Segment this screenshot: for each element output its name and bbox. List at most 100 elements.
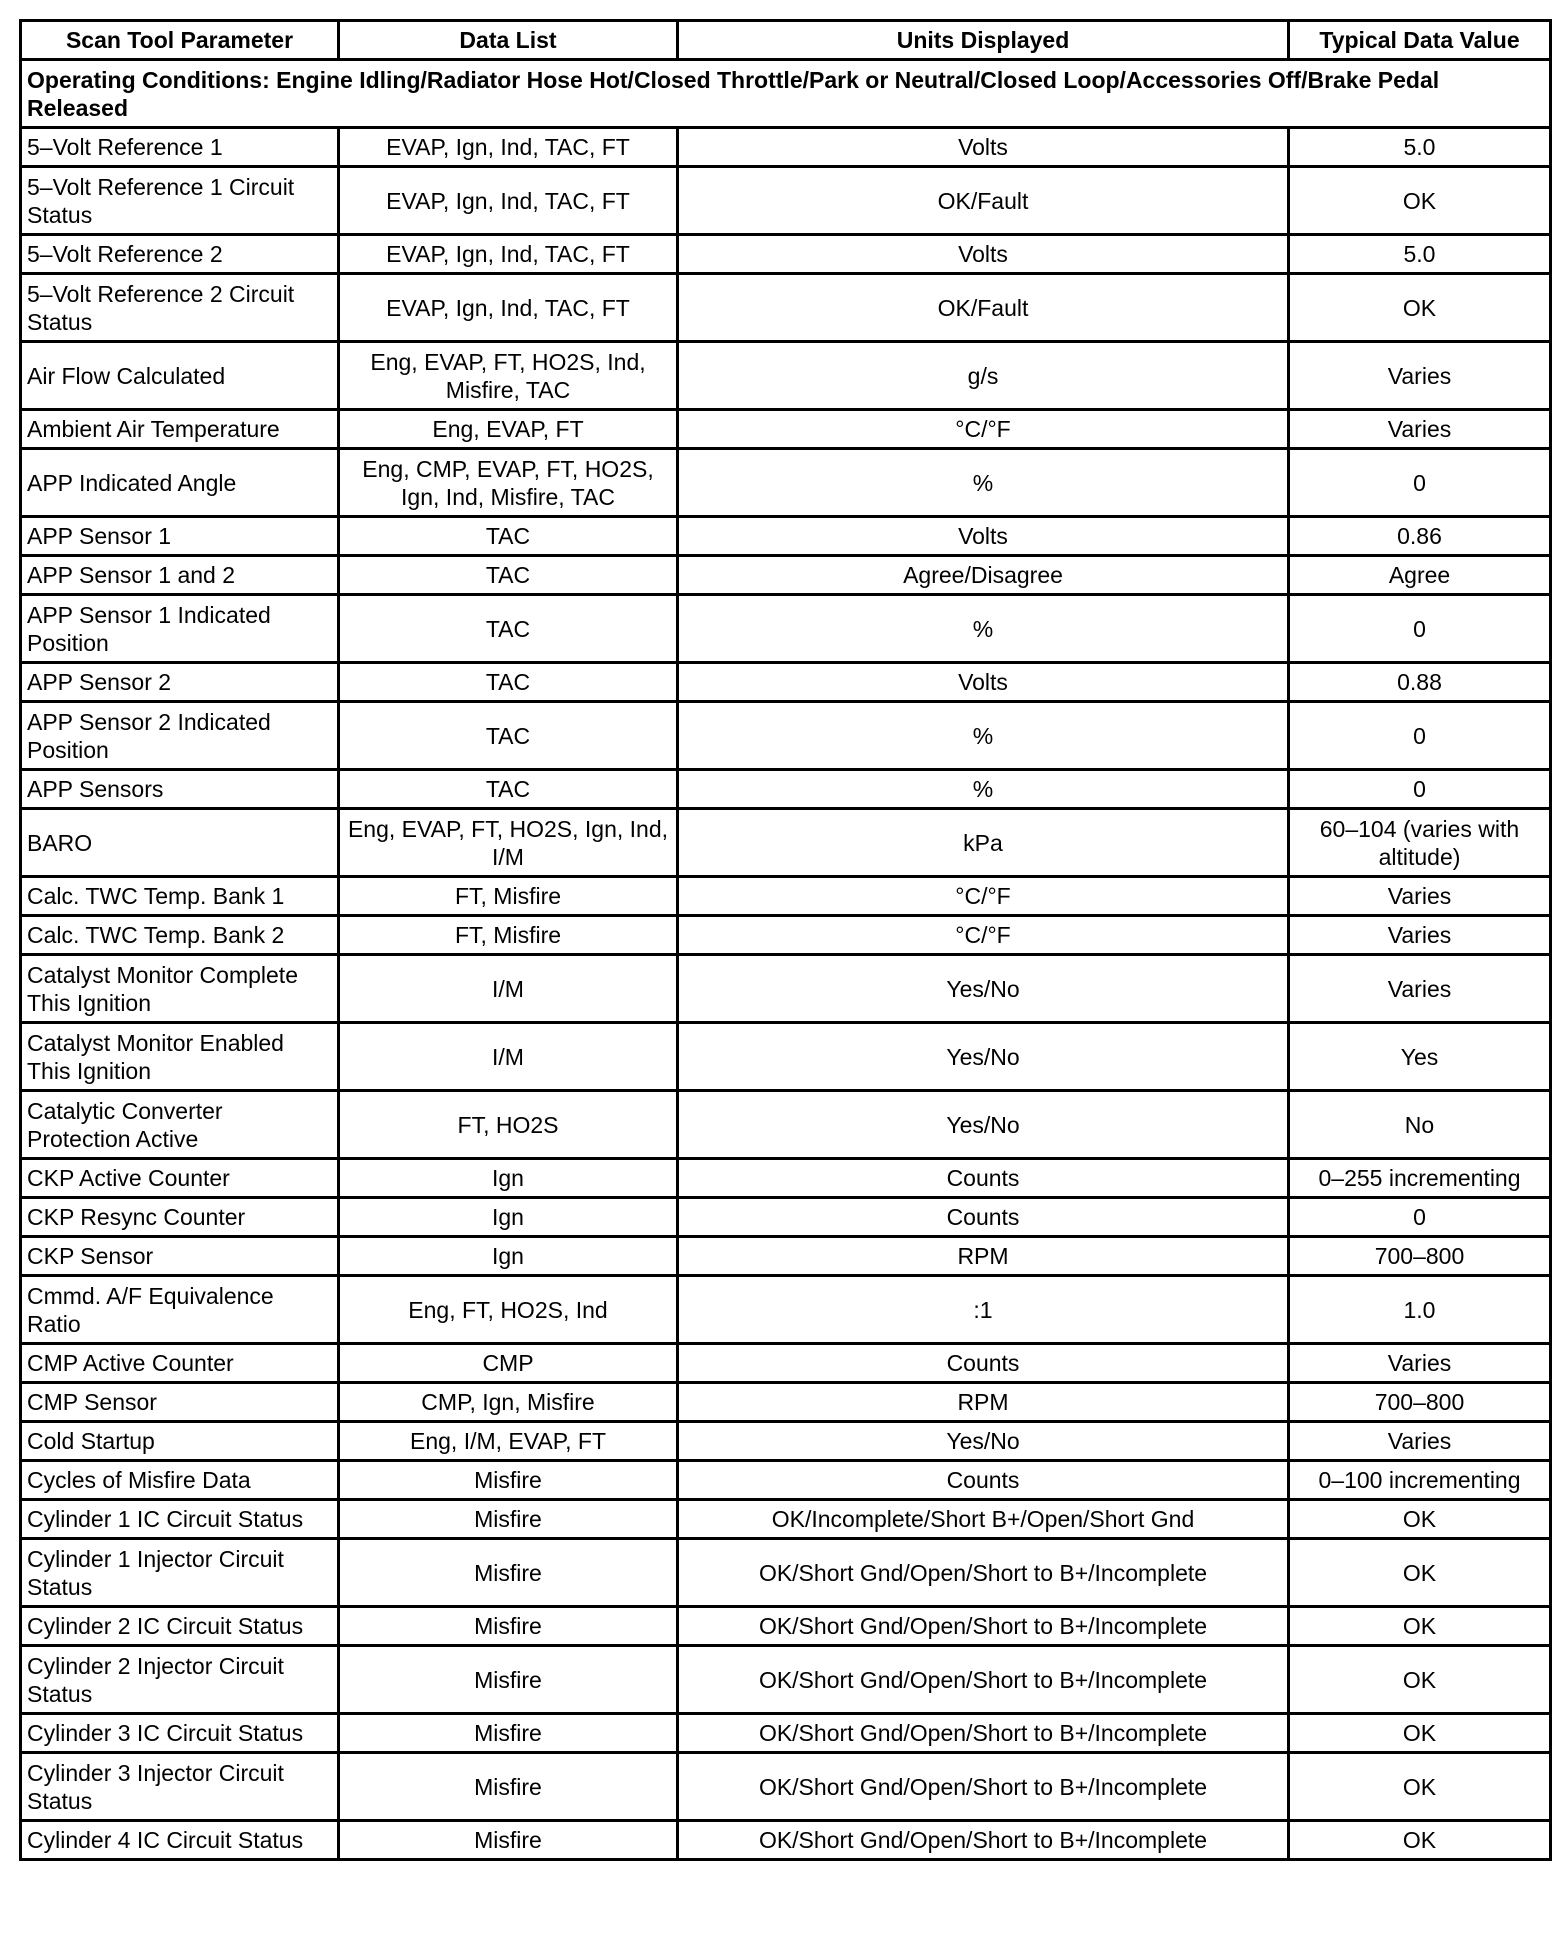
table-row: APP Sensor 2 Indicated Position TAC% 0 bbox=[19, 700, 1552, 771]
typical-value-cell: 5.0 bbox=[1287, 126, 1552, 168]
table-row: Catalyst Monitor Complete This Ignition I… bbox=[19, 953, 1552, 1024]
data-list-cell: FT, Misfire bbox=[337, 875, 679, 917]
typical-value-cell: OK bbox=[1287, 272, 1552, 343]
parameter-cell: 5–Volt Reference 2 Circuit Status bbox=[19, 272, 340, 343]
typical-value-cell: 1.0 bbox=[1287, 1274, 1552, 1345]
parameter-cell: Cylinder 1 Injector Circuit Status bbox=[19, 1537, 340, 1608]
parameter-cell: Cmmd. A/F Equivalence Ratio bbox=[19, 1274, 340, 1345]
units-cell: OK/Fault bbox=[676, 165, 1290, 236]
parameter-cell: Cycles of Misfire Data bbox=[19, 1459, 340, 1501]
data-list-cell: TAC bbox=[337, 515, 679, 557]
table-row: CKP Resync Counter Ign Counts 0 bbox=[19, 1196, 1552, 1238]
typical-value-cell: No bbox=[1287, 1089, 1552, 1160]
typical-value-cell: Varies bbox=[1287, 953, 1552, 1024]
table-row: Air Flow Calculated Eng, EVAP, FT, HO2S, … bbox=[19, 340, 1552, 411]
table-row: Cylinder 3 IC Circuit Status Misfire OK/Sh… bbox=[19, 1712, 1552, 1754]
parameter-cell: APP Sensor 1 Indicated Position bbox=[19, 593, 340, 664]
typical-value-cell: Varies bbox=[1287, 914, 1552, 956]
table-row: 5–Volt Reference 1 Circuit Status EVAP, I… bbox=[19, 165, 1552, 236]
parameter-cell: 5–Volt Reference 2 bbox=[19, 233, 340, 275]
units-cell: % bbox=[676, 768, 1290, 810]
typical-value-cell: Varies bbox=[1287, 1342, 1552, 1384]
parameter-cell: Calc. TWC Temp. Bank 2 bbox=[19, 914, 340, 956]
parameter-cell: Cylinder 3 IC Circuit Status bbox=[19, 1712, 340, 1754]
data-list-cell: EVAP, Ign, Ind, TAC, FT bbox=[337, 272, 679, 343]
data-list-cell: TAC bbox=[337, 554, 679, 596]
parameter-cell: Catalytic Converter Protection Active bbox=[19, 1089, 340, 1160]
data-list-cell: Misfire bbox=[337, 1819, 679, 1861]
typical-value-cell: 700–800 bbox=[1287, 1381, 1552, 1423]
table-row: Catalyst Monitor Enabled This Ignition I/… bbox=[19, 1021, 1552, 1092]
units-cell: °C/°F bbox=[676, 914, 1290, 956]
units-cell: RPM bbox=[676, 1381, 1290, 1423]
parameter-cell: BARO bbox=[19, 807, 340, 878]
data-list-cell: EVAP, Ign, Ind, TAC, FT bbox=[337, 233, 679, 275]
table-row: Calc. TWC Temp. Bank 2 FT, Misfire °C/°F Va… bbox=[19, 914, 1552, 956]
units-cell: Counts bbox=[676, 1196, 1290, 1238]
typical-value-cell: OK bbox=[1287, 165, 1552, 236]
units-cell: Counts bbox=[676, 1157, 1290, 1199]
units-cell: Volts bbox=[676, 661, 1290, 703]
parameter-cell: Air Flow Calculated bbox=[19, 340, 340, 411]
parameter-cell: CKP Sensor bbox=[19, 1235, 340, 1277]
typical-value-cell: Varies bbox=[1287, 1420, 1552, 1462]
data-list-cell: Misfire bbox=[337, 1537, 679, 1608]
units-cell: OK/Short Gnd/Open/Short to B+/Incomplete bbox=[676, 1712, 1290, 1754]
table-row: Calc. TWC Temp. Bank 1 FT, Misfire °C/°F Va… bbox=[19, 875, 1552, 917]
typical-value-cell: 0.88 bbox=[1287, 661, 1552, 703]
operating-conditions-row: Operating Conditions: Engine Idling/Radi… bbox=[19, 58, 1552, 129]
parameter-cell: CMP Active Counter bbox=[19, 1342, 340, 1384]
table-row: CKP Sensor Ign RPM 700–800 bbox=[19, 1235, 1552, 1277]
typical-value-cell: Varies bbox=[1287, 875, 1552, 917]
data-list-cell: Eng, EVAP, FT, HO2S, Ign, Ind, I/M bbox=[337, 807, 679, 878]
data-list-cell: Misfire bbox=[337, 1712, 679, 1754]
data-list-cell: Misfire bbox=[337, 1605, 679, 1647]
units-cell: Volts bbox=[676, 126, 1290, 168]
header-row: Scan Tool Parameter Data List Units Disp… bbox=[19, 19, 1552, 61]
table-row: CMP Sensor CMP, Ign, Misfire RPM 700–800 bbox=[19, 1381, 1552, 1423]
table-row: BARO Eng, EVAP, FT, HO2S, Ign, Ind, I/M kP… bbox=[19, 807, 1552, 878]
units-cell: OK/Short Gnd/Open/Short to B+/Incomplete bbox=[676, 1644, 1290, 1715]
typical-value-cell: Varies bbox=[1287, 340, 1552, 411]
units-cell: % bbox=[676, 593, 1290, 664]
table-row: Cylinder 3 Injector Circuit Status Misfir… bbox=[19, 1751, 1552, 1822]
typical-value-cell: Yes bbox=[1287, 1021, 1552, 1092]
data-list-cell: CMP, Ign, Misfire bbox=[337, 1381, 679, 1423]
table-row: Catalytic Converter Protection Active FT,… bbox=[19, 1089, 1552, 1160]
typical-value-cell: 0 bbox=[1287, 1196, 1552, 1238]
table-row: Cylinder 1 Injector Circuit Status Misfir… bbox=[19, 1537, 1552, 1608]
parameter-cell: APP Sensors bbox=[19, 768, 340, 810]
parameter-cell: CKP Active Counter bbox=[19, 1157, 340, 1199]
parameter-cell: APP Sensor 2 bbox=[19, 661, 340, 703]
parameter-cell: Catalyst Monitor Enabled This Ignition bbox=[19, 1021, 340, 1092]
table-row: Cold Startup Eng, I/M, EVAP, FT Yes/No Vari… bbox=[19, 1420, 1552, 1462]
parameter-cell: Cylinder 1 IC Circuit Status bbox=[19, 1498, 340, 1540]
table-row: APP Sensor 1 and 2 TAC Agree/Disagree Agree bbox=[19, 554, 1552, 596]
parameter-cell: CMP Sensor bbox=[19, 1381, 340, 1423]
data-list-cell: EVAP, Ign, Ind, TAC, FT bbox=[337, 126, 679, 168]
units-cell: °C/°F bbox=[676, 408, 1290, 450]
units-cell: g/s bbox=[676, 340, 1290, 411]
typical-value-cell: Agree bbox=[1287, 554, 1552, 596]
data-list-cell: FT, Misfire bbox=[337, 914, 679, 956]
typical-value-cell: OK bbox=[1287, 1712, 1552, 1754]
table-row: APP Sensor 1 TAC Volts 0.86 bbox=[19, 515, 1552, 557]
typical-value-cell: 0 bbox=[1287, 700, 1552, 771]
data-list-cell: FT, HO2S bbox=[337, 1089, 679, 1160]
scan-tool-data-table: Scan Tool Parameter Data List Units Disp… bbox=[19, 19, 1552, 1861]
typical-value-cell: 700–800 bbox=[1287, 1235, 1552, 1277]
data-list-cell: Ign bbox=[337, 1196, 679, 1238]
typical-value-cell: 0 bbox=[1287, 768, 1552, 810]
parameter-cell: Cylinder 3 Injector Circuit Status bbox=[19, 1751, 340, 1822]
units-cell: Volts bbox=[676, 233, 1290, 275]
header-typical-data-value: Typical Data Value bbox=[1287, 19, 1552, 61]
units-cell: Counts bbox=[676, 1342, 1290, 1384]
parameter-cell: CKP Resync Counter bbox=[19, 1196, 340, 1238]
table-row: CKP Active Counter Ign Counts 0–255 increme… bbox=[19, 1157, 1552, 1199]
typical-value-cell: 5.0 bbox=[1287, 233, 1552, 275]
data-list-cell: Misfire bbox=[337, 1459, 679, 1501]
parameter-cell: APP Indicated Angle bbox=[19, 447, 340, 518]
parameter-cell: Cold Startup bbox=[19, 1420, 340, 1462]
data-list-cell: Misfire bbox=[337, 1498, 679, 1540]
typical-value-cell: Varies bbox=[1287, 408, 1552, 450]
